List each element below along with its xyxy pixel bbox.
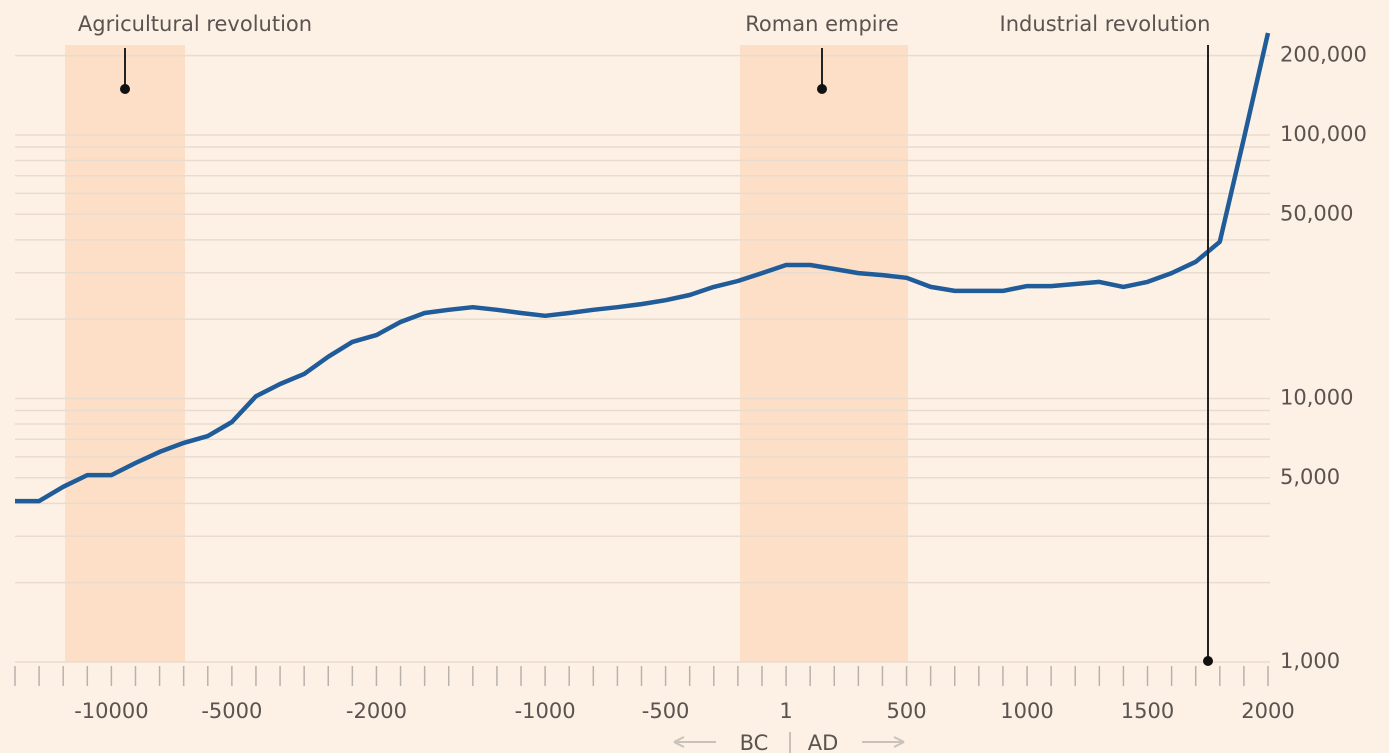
x-tick-label: -5000 <box>201 699 262 723</box>
x-tick-label: 500 <box>887 699 927 723</box>
x-tick-label: -2000 <box>346 699 407 723</box>
annotation-dot <box>1203 656 1213 666</box>
x-tick-label: 1500 <box>1121 699 1174 723</box>
annotation-dot <box>120 84 130 94</box>
era-label: BC <box>740 731 769 753</box>
x-tick-label: 1000 <box>1000 699 1053 723</box>
y-tick-label: 10,000 <box>1280 385 1353 409</box>
era-arrow <box>673 736 716 748</box>
x-tick-label: -10000 <box>74 699 148 723</box>
x-tick-label: 2000 <box>1241 699 1294 723</box>
shaded-period <box>740 45 908 662</box>
lines <box>15 32 1271 504</box>
shaded-period <box>65 45 185 662</box>
annotation: Industrial revolution <box>1000 12 1211 36</box>
era-label: AD <box>808 731 839 753</box>
era-arrow <box>862 736 905 748</box>
y-tick-label: 1,000 <box>1280 649 1340 673</box>
y-tick-label: 100,000 <box>1280 122 1367 146</box>
y-tick-label: 50,000 <box>1280 201 1353 225</box>
y-tick-label: 200,000 <box>1280 43 1367 67</box>
data-line <box>15 32 1271 504</box>
annotation: Roman empire <box>745 12 898 36</box>
annotation: Agricultural revolution <box>78 12 312 36</box>
x-tick-label: 1 <box>779 699 792 723</box>
annotation-dot <box>817 84 827 94</box>
x-tick-label: -500 <box>642 699 690 723</box>
x-tick-label: -1000 <box>515 699 576 723</box>
y-tick-label: 5,000 <box>1280 465 1340 489</box>
grid <box>14 54 1270 686</box>
